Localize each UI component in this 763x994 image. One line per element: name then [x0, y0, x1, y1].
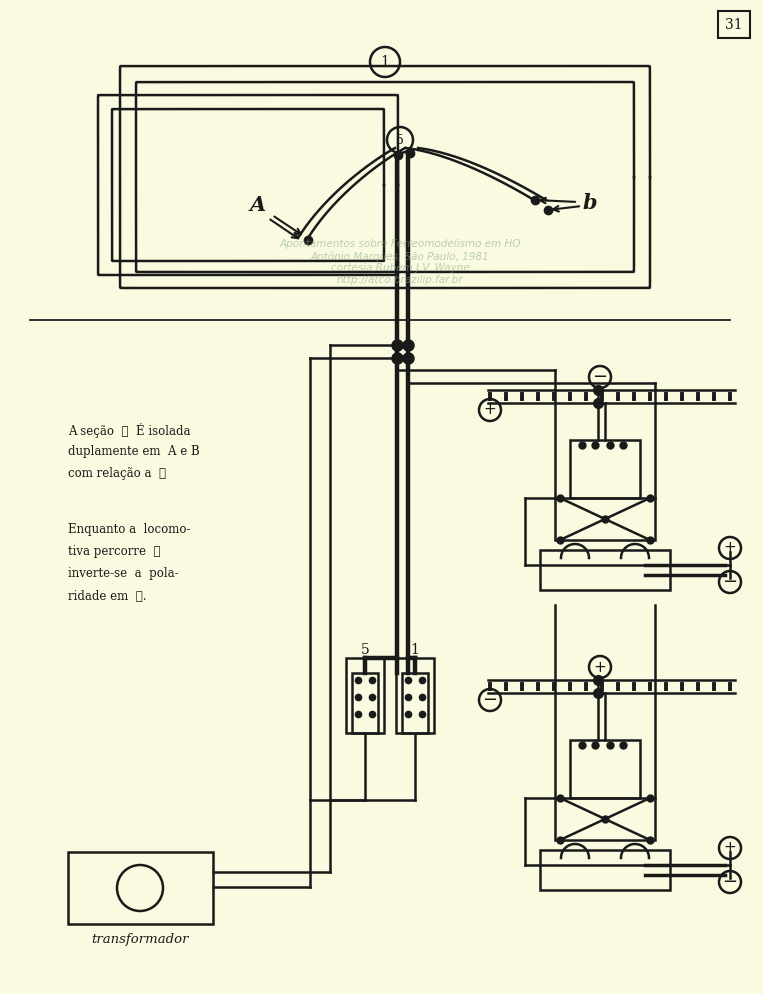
Bar — [396, 658, 434, 733]
Text: 5: 5 — [396, 133, 404, 146]
Bar — [346, 658, 384, 733]
Text: +: + — [723, 541, 736, 556]
Text: −: − — [592, 368, 607, 386]
Text: +: + — [723, 841, 736, 856]
Bar — [402, 673, 428, 733]
Text: Apontamentos sobre Ferreomodelismo em HO
Antônio Marques, São Paulo, 1981
cortes: Apontamentos sobre Ferreomodelismo em HO… — [279, 240, 520, 284]
Text: 1: 1 — [381, 55, 389, 69]
Text: Enquanto a  locomo-: Enquanto a locomo- — [68, 524, 191, 537]
Text: A seção  ⑤  É isolada: A seção ⑤ É isolada — [68, 422, 191, 437]
Bar — [570, 440, 640, 498]
Text: inverte-se  a  pola-: inverte-se a pola- — [68, 568, 179, 580]
Text: duplamente em  A e B: duplamente em A e B — [68, 445, 200, 458]
Text: transformador: transformador — [92, 932, 188, 945]
Text: tiva percorre  ⑤: tiva percorre ⑤ — [68, 546, 160, 559]
Text: 1: 1 — [410, 643, 420, 657]
Text: b: b — [583, 193, 597, 213]
Bar — [555, 798, 655, 840]
Text: −: − — [723, 573, 738, 591]
Bar — [540, 850, 670, 890]
Text: 31: 31 — [725, 18, 743, 32]
Bar — [68, 852, 213, 924]
Text: A: A — [250, 195, 266, 215]
Text: +: + — [484, 403, 497, 417]
Bar — [555, 498, 655, 540]
Bar — [540, 550, 670, 590]
Bar — [718, 11, 750, 38]
Text: 5: 5 — [361, 643, 369, 657]
Text: −: − — [723, 873, 738, 891]
Text: com relação a  ①: com relação a ① — [68, 467, 166, 480]
Text: +: + — [594, 659, 607, 675]
Text: ridade em  ①.: ridade em ①. — [68, 589, 146, 602]
Bar — [352, 673, 378, 733]
Bar — [570, 740, 640, 798]
Text: −: − — [482, 691, 497, 709]
